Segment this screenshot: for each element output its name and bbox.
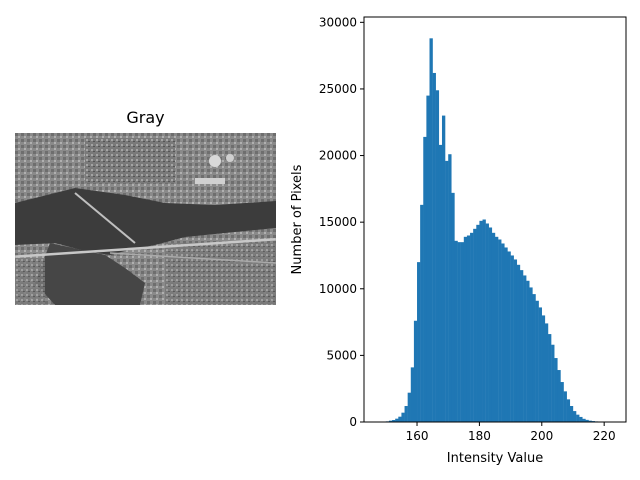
histogram-bar [482, 219, 486, 422]
histogram-bar [557, 370, 561, 422]
histogram-bar [454, 240, 458, 422]
histogram-bar [495, 236, 499, 422]
histogram-bar [551, 344, 555, 422]
plot-frame [363, 16, 627, 423]
histogram-bar [435, 90, 440, 423]
aerial-photo [15, 133, 276, 305]
histogram-bar [473, 228, 477, 422]
histogram-bar [488, 227, 493, 422]
histogram-bar [588, 420, 592, 422]
image-title: Gray [126, 108, 165, 127]
histogram-bar [388, 420, 393, 422]
x-axis-label: Intensity Value [447, 451, 543, 466]
histogram-bar [535, 300, 539, 422]
histogram-bar [529, 287, 533, 422]
histogram-bar [426, 95, 430, 422]
histogram-bar [548, 334, 552, 422]
histogram-bar [585, 419, 589, 422]
histogram-bar [491, 232, 496, 422]
y-tick-label: 30000 [319, 15, 357, 29]
histogram-bar [560, 382, 564, 422]
histogram-bar [532, 294, 536, 422]
y-tick-label: 0 [349, 415, 357, 429]
x-tick-label: 200 [530, 429, 553, 443]
y-axis-label: Number of Pixels [290, 164, 305, 274]
x-tick-label: 220 [593, 429, 616, 443]
y-tick-label: 25000 [319, 82, 357, 96]
histogram-bar [441, 115, 446, 423]
histogram-bar [413, 320, 418, 422]
histogram-bar [485, 223, 489, 422]
histogram-bar [519, 270, 524, 422]
histogram-bar [395, 418, 399, 422]
histogram-bar [541, 315, 546, 422]
histogram-bar [420, 204, 424, 422]
histogram-bar [554, 358, 558, 422]
histogram-bar [516, 264, 521, 422]
histogram-bar [544, 323, 549, 422]
histogram-bar [463, 236, 468, 422]
histogram-bar [576, 414, 580, 422]
histogram-bar [579, 416, 583, 422]
histogram-bar [569, 406, 574, 422]
histogram-bar [451, 192, 455, 422]
histogram-bar [582, 418, 586, 422]
histogram-bar [448, 154, 452, 422]
histogram-bar [410, 367, 415, 422]
histogram-bars [382, 38, 614, 423]
x-tick-label: 160 [406, 429, 429, 443]
histogram-bar [460, 242, 465, 422]
histogram-bar [401, 412, 405, 422]
histogram-bar [466, 235, 471, 422]
histogram-bar [476, 224, 480, 422]
histogram-bar [432, 72, 436, 422]
histogram-bar [572, 411, 577, 422]
histogram-bar [407, 392, 411, 422]
y-tick-label: 5000 [326, 348, 357, 362]
histogram-bar [445, 160, 449, 422]
histogram-bar [417, 262, 421, 422]
histogram-bar [501, 243, 505, 422]
y-tick-label: 10000 [319, 282, 357, 296]
histogram-bar [404, 406, 408, 422]
x-tick-label: 180 [468, 429, 491, 443]
histogram-bar [423, 136, 427, 423]
histogram-bar [538, 307, 542, 422]
histogram-bar [510, 255, 514, 422]
histogram-bar [513, 259, 518, 422]
histogram-bar [523, 275, 527, 422]
histogram-bar [392, 420, 396, 422]
histogram-bar [526, 280, 530, 422]
histogram-bar [398, 416, 402, 422]
histogram-bar [429, 38, 433, 422]
y-tick-label: 20000 [319, 149, 357, 163]
histogram-bar [507, 251, 511, 422]
histogram-bar [563, 391, 567, 422]
histogram-bar [498, 239, 502, 422]
histogram-bar [438, 144, 443, 423]
histogram-bar [479, 220, 483, 422]
histogram-bar [470, 232, 474, 422]
y-tick-label: 15000 [319, 215, 357, 229]
histogram-bar [504, 247, 508, 422]
histogram-bar [566, 399, 571, 422]
histogram-bar [457, 242, 461, 422]
